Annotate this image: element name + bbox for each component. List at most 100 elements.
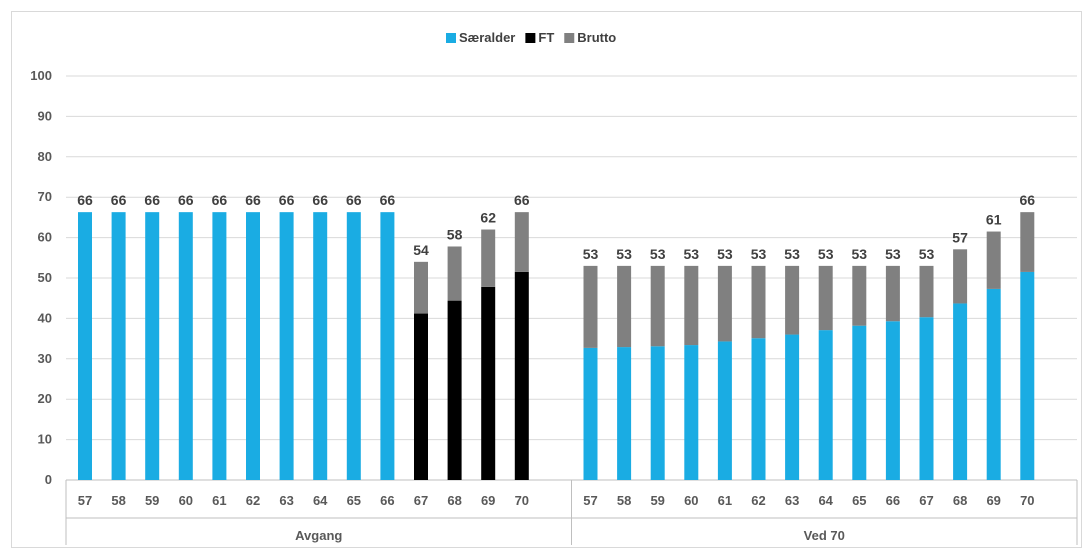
data-label: 53 xyxy=(852,246,868,262)
x-tick-label: 58 xyxy=(111,493,125,508)
x-tick-label: 63 xyxy=(279,493,293,508)
bar-segment-brutto xyxy=(650,265,665,347)
legend-label: Brutto xyxy=(577,30,616,45)
x-tick-label: 69 xyxy=(481,493,495,508)
legend-swatch-brutto xyxy=(564,33,575,43)
data-label: 57 xyxy=(952,229,968,245)
bar-segment-s-ralder xyxy=(986,288,1001,480)
group-label: Ved 70 xyxy=(804,528,845,543)
x-tick-label: 58 xyxy=(617,493,631,508)
x-tick-label: 66 xyxy=(886,493,900,508)
data-label: 66 xyxy=(144,192,160,208)
bar-segment-brutto xyxy=(785,265,800,335)
x-tick-label: 66 xyxy=(380,493,394,508)
bar-segment-s-ralder xyxy=(953,303,968,480)
bar-segment-s-ralder xyxy=(212,212,227,480)
bar-segment-ft xyxy=(514,271,529,480)
data-label: 53 xyxy=(818,246,834,262)
bar-segment-brutto xyxy=(852,265,867,326)
legend-swatch-ft xyxy=(525,33,536,43)
data-label: 66 xyxy=(346,192,362,208)
bar-segment-s-ralder xyxy=(346,212,361,480)
y-tick-label: 50 xyxy=(38,270,52,285)
bar-segment-brutto xyxy=(514,212,529,272)
x-tick-label: 63 xyxy=(785,493,799,508)
bar-segment-s-ralder xyxy=(246,212,260,480)
x-tick-label: 57 xyxy=(78,493,92,508)
bar-segment-s-ralder xyxy=(313,212,328,480)
bar-segment-brutto xyxy=(414,261,428,314)
data-label: 66 xyxy=(312,192,328,208)
x-tick-label: 70 xyxy=(515,493,529,508)
bar-segment-s-ralder xyxy=(279,212,294,480)
x-tick-label: 67 xyxy=(414,493,428,508)
bar-segment-brutto xyxy=(986,231,1001,289)
data-label: 53 xyxy=(751,246,767,262)
bar-segment-ft xyxy=(447,300,462,480)
chart-frame xyxy=(11,11,1082,548)
data-label: 53 xyxy=(885,246,901,262)
data-label: 66 xyxy=(77,192,93,208)
data-label: 61 xyxy=(986,212,1002,228)
data-label: 66 xyxy=(279,192,295,208)
data-label: 53 xyxy=(684,246,700,262)
bar-segment-ft xyxy=(481,286,496,480)
bar-segment-brutto xyxy=(885,265,900,322)
y-tick-label: 70 xyxy=(38,189,52,204)
x-tick-label: 68 xyxy=(447,493,461,508)
bar-segment-brutto xyxy=(617,265,632,348)
x-tick-label: 57 xyxy=(583,493,597,508)
data-label: 66 xyxy=(245,192,261,208)
bar-segment-brutto xyxy=(818,265,833,331)
bar-segment-s-ralder xyxy=(78,212,92,480)
legend-label: FT xyxy=(538,30,554,45)
bar-segment-s-ralder xyxy=(178,212,193,480)
legend-swatch-s-ralder xyxy=(446,33,456,43)
data-label: 53 xyxy=(650,246,666,262)
x-tick-label: 64 xyxy=(313,493,328,508)
data-label: 66 xyxy=(514,192,530,208)
y-tick-label: 40 xyxy=(38,310,52,325)
x-tick-label: 60 xyxy=(684,493,698,508)
data-label: 53 xyxy=(717,246,733,262)
bar-segment-s-ralder xyxy=(1020,271,1035,480)
y-tick-label: 10 xyxy=(38,432,52,447)
bar-segment-s-ralder xyxy=(852,325,867,480)
x-tick-label: 65 xyxy=(347,493,361,508)
bar-segment-brutto xyxy=(953,249,968,304)
bar-segment-s-ralder xyxy=(785,334,800,480)
x-tick-label: 68 xyxy=(953,493,967,508)
bar-segment-s-ralder xyxy=(650,346,665,480)
bar-segment-brutto xyxy=(684,265,699,346)
data-label: 66 xyxy=(212,192,228,208)
y-tick-label: 80 xyxy=(38,149,52,164)
bar-segment-s-ralder xyxy=(583,347,598,480)
group-label: Avgang xyxy=(295,528,342,543)
legend-label: Særalder xyxy=(459,30,515,45)
y-tick-label: 90 xyxy=(38,108,52,123)
bar-segment-s-ralder xyxy=(145,212,160,480)
x-tick-label: 65 xyxy=(852,493,866,508)
y-tick-label: 30 xyxy=(38,351,52,366)
data-label: 53 xyxy=(616,246,632,262)
data-label: 66 xyxy=(380,192,396,208)
y-tick-label: 60 xyxy=(38,230,52,245)
bar-segment-s-ralder xyxy=(818,330,833,480)
bar-segment-s-ralder xyxy=(919,317,934,480)
data-label: 54 xyxy=(413,242,429,258)
data-label: 53 xyxy=(919,246,935,262)
data-label: 66 xyxy=(1020,192,1036,208)
bar-segment-s-ralder xyxy=(684,345,699,480)
x-tick-label: 62 xyxy=(246,493,260,508)
x-tick-label: 59 xyxy=(650,493,664,508)
bar-segment-brutto xyxy=(447,246,462,301)
data-label: 62 xyxy=(480,210,496,226)
data-label: 53 xyxy=(784,246,800,262)
y-tick-label: 100 xyxy=(30,68,52,83)
x-tick-label: 67 xyxy=(919,493,933,508)
x-tick-label: 60 xyxy=(179,493,193,508)
x-tick-label: 61 xyxy=(212,493,226,508)
x-tick-label: 59 xyxy=(145,493,159,508)
bar-segment-brutto xyxy=(481,229,496,287)
